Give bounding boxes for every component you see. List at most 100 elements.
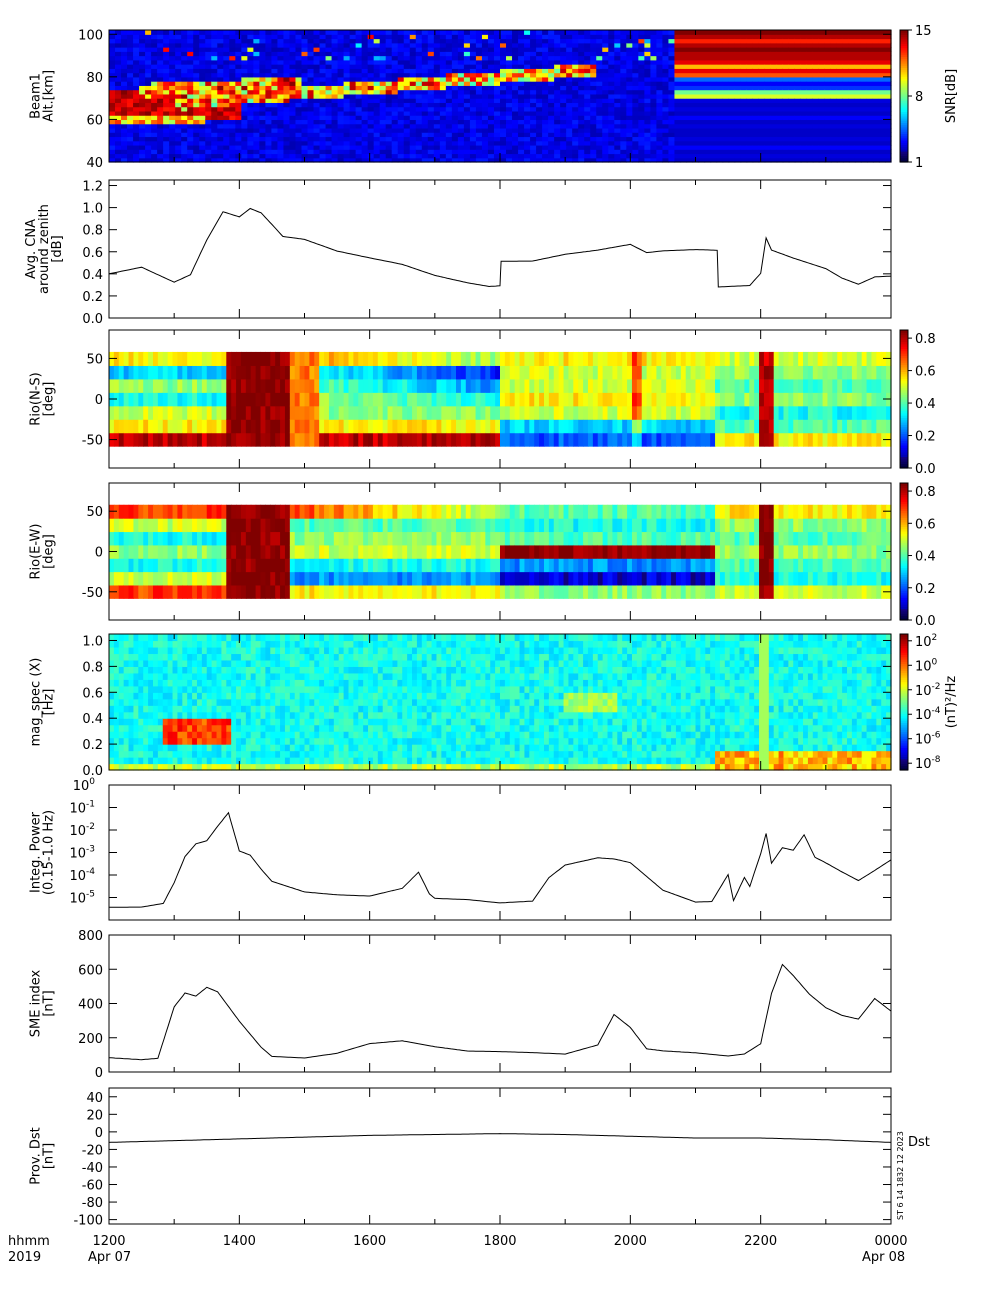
heatmap-cell — [602, 405, 609, 420]
heatmap-cell — [788, 85, 796, 91]
heatmap-cell — [403, 153, 411, 159]
heatmap-cell — [524, 157, 531, 163]
heatmap-cell — [812, 140, 820, 146]
heatmap-cell — [674, 42, 682, 48]
heatmap-cell — [620, 76, 627, 82]
heatmap-cell — [584, 34, 591, 40]
heatmap-cell — [331, 136, 339, 142]
heatmap-cell — [608, 136, 615, 142]
heatmap-cell — [812, 38, 820, 44]
heatmap-cell — [860, 127, 868, 133]
heatmap-cell — [626, 115, 633, 121]
heatmap-cell — [421, 102, 429, 108]
heatmap-cell — [349, 136, 357, 142]
heatmap-cell — [217, 119, 224, 125]
heatmap-cell — [163, 55, 170, 61]
heatmap-cell — [632, 85, 639, 91]
heatmap-cell — [650, 42, 657, 48]
heatmap-cell — [463, 72, 471, 78]
heatmap-cell — [236, 419, 242, 434]
heatmap-cell — [636, 432, 643, 447]
heatmap-cell — [524, 47, 531, 52]
heatmap-cell — [270, 351, 276, 366]
heatmap-cell — [187, 76, 194, 82]
heatmap-cell — [265, 392, 271, 407]
heatmap-cell — [199, 93, 206, 99]
heatmap-cell — [776, 38, 784, 44]
heatmap-cell — [554, 76, 561, 82]
heatmap-cell — [265, 419, 271, 434]
heatmap-cell — [387, 378, 394, 393]
heatmap-cell — [518, 64, 525, 69]
heatmap-cell — [542, 132, 549, 138]
heatmap-cell — [331, 51, 339, 57]
heatmap-cell — [163, 42, 170, 48]
heatmap-cell — [259, 98, 266, 103]
heatmap-cell — [530, 59, 537, 65]
heatmap-cell — [686, 123, 694, 129]
heatmap-cell — [806, 149, 814, 155]
heatmap-cell — [794, 119, 802, 125]
heatmap-cell — [638, 55, 645, 61]
heatmap-cell — [692, 85, 700, 91]
heatmap-cell — [457, 34, 465, 40]
heatmap-cell — [722, 51, 730, 57]
heatmap-cell — [518, 51, 525, 57]
heatmap-cell — [716, 123, 724, 129]
heatmap-cell — [387, 419, 394, 434]
heatmap-cell — [175, 140, 182, 146]
heatmap-cell — [427, 136, 435, 142]
heatmap-cell — [403, 93, 411, 99]
heatmap-cell — [294, 392, 301, 407]
heatmap-cell — [842, 55, 850, 61]
heatmap-cell — [199, 85, 206, 91]
heatmap-cell — [163, 89, 170, 95]
heatmap-cell — [133, 59, 140, 65]
colorbar-cell — [900, 89, 908, 93]
heatmap-cell — [470, 378, 477, 393]
heatmap-cell — [597, 365, 604, 380]
heatmap-cell — [457, 119, 465, 125]
heatmap-cell — [728, 93, 736, 99]
heatmap-cell — [614, 157, 621, 163]
heatmap-cell — [301, 110, 309, 116]
heatmap-cell — [530, 42, 537, 48]
heatmap-cell — [620, 55, 627, 61]
heatmap-cell — [590, 76, 597, 82]
heatmap-cell — [578, 106, 585, 112]
heatmap-cell — [283, 119, 291, 125]
heatmap-cell — [524, 51, 531, 57]
heatmap-cell — [740, 98, 748, 103]
heatmap-cell — [560, 127, 567, 133]
heatmap-cell — [592, 378, 599, 393]
heatmap-cell — [241, 149, 248, 155]
heatmap-cell — [680, 72, 688, 78]
heatmap-cell — [247, 30, 254, 35]
heatmap-cell — [145, 136, 152, 142]
heatmap-cell — [872, 123, 880, 129]
heatmap-cell — [536, 34, 543, 40]
heatmap-cell — [548, 81, 555, 86]
heatmap-cell — [542, 102, 549, 108]
heatmap-cell — [782, 132, 790, 138]
heatmap-cell — [271, 59, 279, 65]
heatmap-cell — [566, 76, 573, 82]
heatmap-cell — [668, 72, 676, 78]
heatmap-cell — [301, 85, 309, 91]
heatmap-cell — [169, 34, 176, 40]
heatmap-cell — [710, 157, 718, 163]
heatmap-cell — [145, 85, 152, 91]
heatmap-cell — [512, 81, 519, 86]
heatmap-cell — [597, 405, 604, 420]
heatmap-cell — [127, 81, 134, 86]
heatmap-cell — [806, 157, 814, 163]
heatmap-cell — [788, 93, 796, 99]
heatmap-cell — [558, 392, 565, 407]
heatmap-cell — [385, 64, 393, 69]
heatmap-cell — [193, 157, 200, 163]
heatmap-cell — [470, 405, 477, 420]
heatmap-cell — [349, 34, 357, 40]
heatmap-cell — [157, 98, 164, 103]
heatmap-cell — [457, 98, 465, 103]
heatmap-cell — [596, 51, 603, 57]
